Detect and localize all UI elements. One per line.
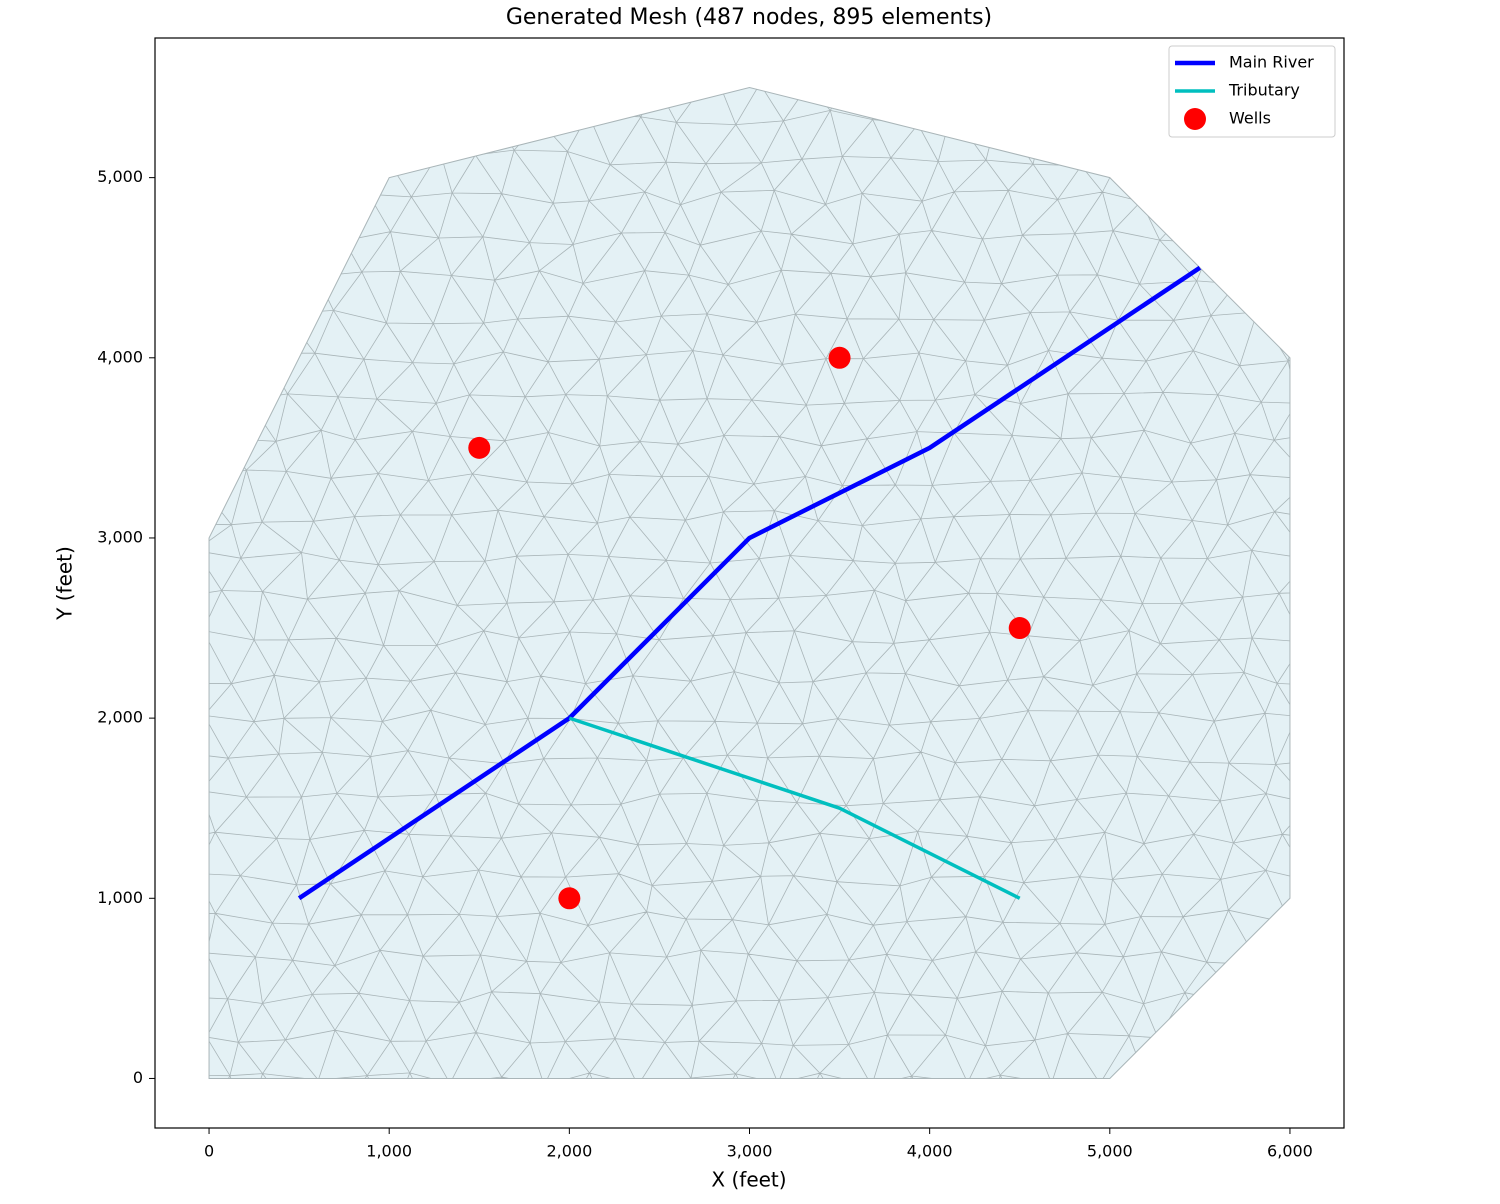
x-tick-label: 2,000: [546, 1142, 592, 1161]
well-marker: [558, 887, 581, 910]
x-tick-label: 5,000: [1087, 1142, 1133, 1161]
legend-label: Wells: [1229, 109, 1271, 128]
domain: [208, 87, 1291, 1079]
well-marker: [828, 346, 851, 369]
y-tick-label: 4,000: [97, 347, 143, 366]
legend: Main River Tributary Wells: [1168, 45, 1336, 138]
legend-box: [1168, 45, 1336, 138]
y-tick-label: 3,000: [97, 527, 143, 546]
y-axis-label: Y (feet): [53, 546, 77, 621]
river-line: [568, 716, 1021, 900]
y-tick-label: 5,000: [97, 167, 143, 186]
x-axis-label: X (feet): [711, 1168, 786, 1192]
well-marker: [1008, 617, 1031, 640]
x-tick-label: 3,000: [727, 1142, 773, 1161]
y-tick-label: 2,000: [97, 708, 143, 727]
legend-swatch: [1184, 108, 1206, 130]
legend-label: Main River: [1229, 53, 1314, 72]
y-tick-label: 0: [133, 1068, 143, 1087]
x-tick-label: 4,000: [907, 1142, 953, 1161]
river-line: [297, 265, 1202, 901]
well-marker: [468, 436, 491, 459]
chart-title: Generated Mesh (487 nodes, 895 elements): [506, 5, 992, 30]
legend-label: Tributary: [1228, 81, 1300, 100]
x-tick-label: 6,000: [1267, 1142, 1313, 1161]
y-tick-label: 1,000: [97, 888, 143, 907]
x-tick-label: 1,000: [366, 1142, 412, 1161]
x-tick-label: 0: [204, 1142, 214, 1161]
